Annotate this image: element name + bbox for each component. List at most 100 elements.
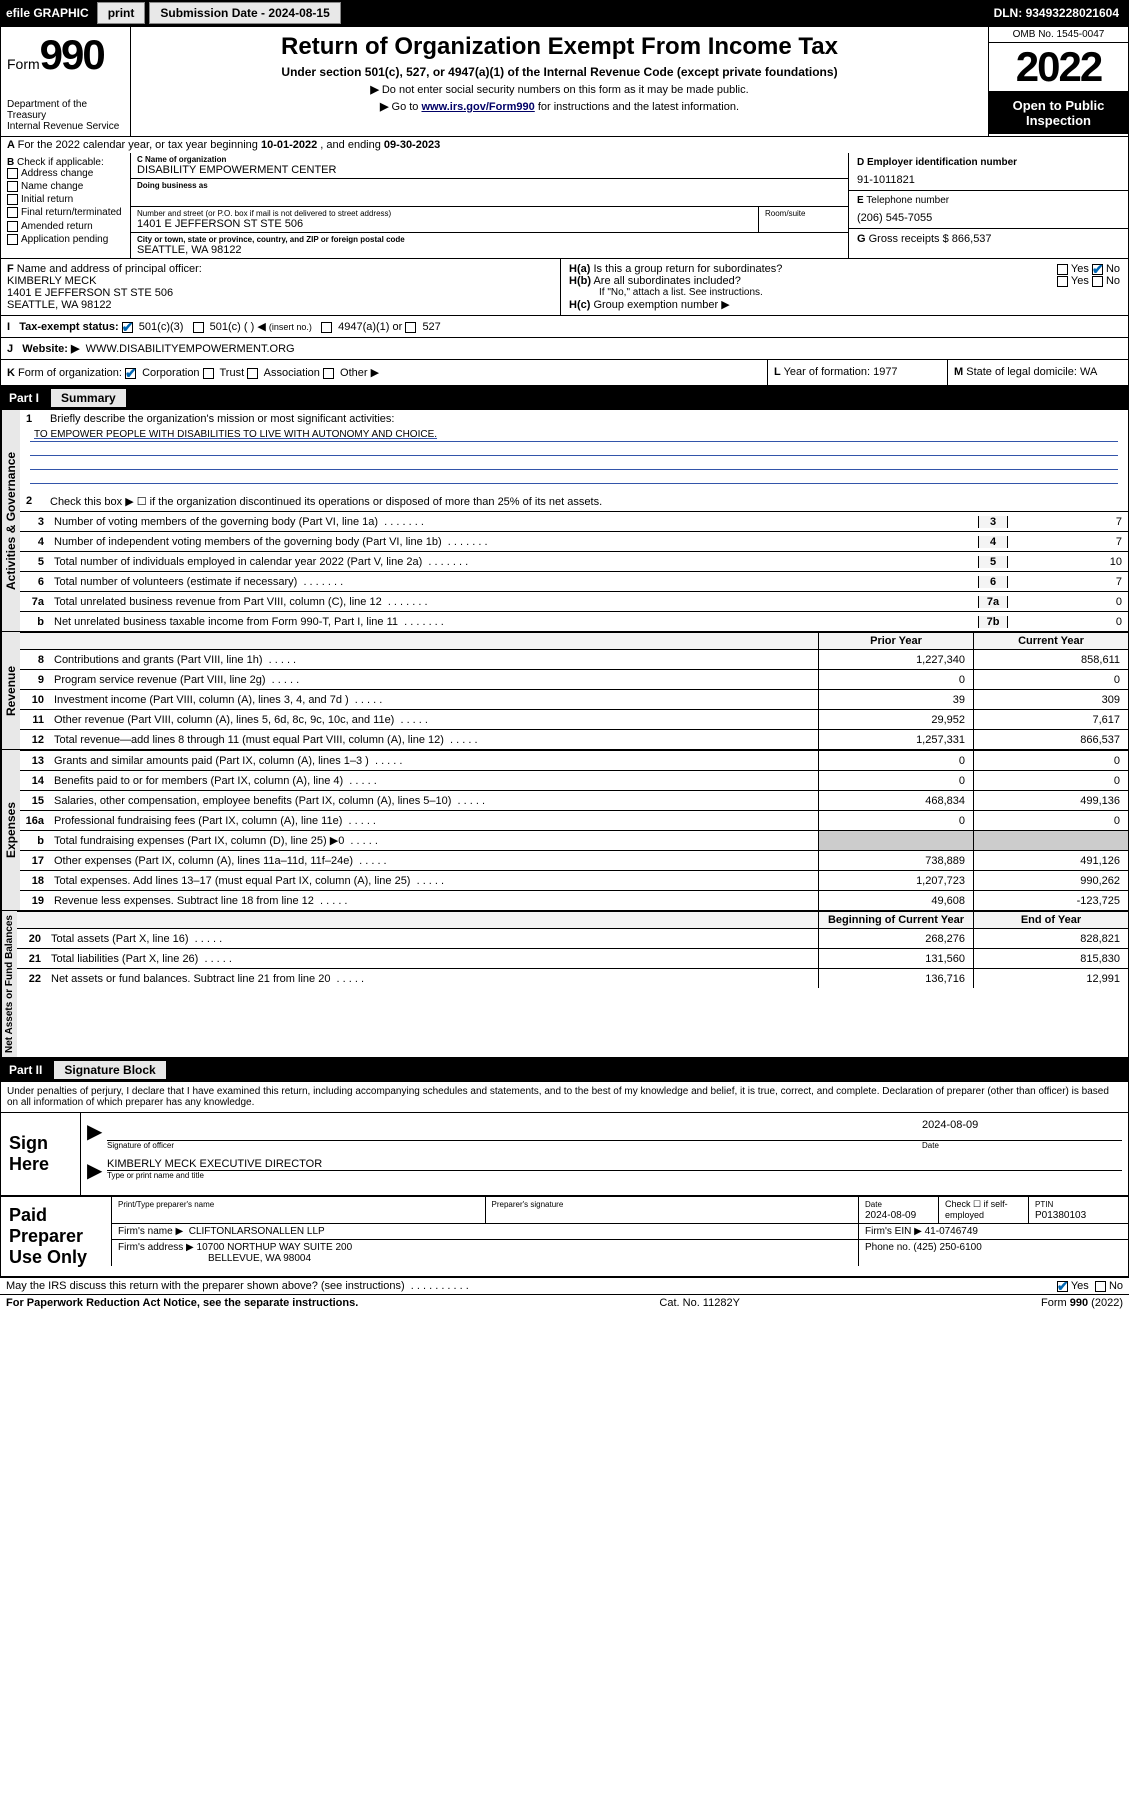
paid-preparer-label: Paid Preparer Use Only [1,1197,111,1276]
financial-line: bTotal fundraising expenses (Part IX, co… [20,830,1128,850]
firm-phone: (425) 250-6100 [913,1242,981,1253]
subdate-label: Submission Date - [160,6,268,20]
website-url: WWW.DISABILITYEMPOWERMENT.ORG [86,343,295,355]
check-trust[interactable] [203,368,214,379]
org-name: DISABILITY EMPOWERMENT CENTER [137,164,842,176]
check-other[interactable] [323,368,334,379]
ein: 91-1011821 [857,174,1120,186]
form-version: Form 990 (2022) [1041,1297,1123,1309]
hb-yes[interactable] [1057,276,1068,287]
check-name-change[interactable] [7,181,18,192]
financial-line: 11Other revenue (Part VIII, column (A), … [20,709,1128,729]
financial-line: 19Revenue less expenses. Subtract line 1… [20,890,1128,910]
vert-revenue: Revenue [1,632,20,749]
check-amended[interactable] [7,221,18,232]
officer-name: KIMBERLY MECK [7,275,96,287]
summary-line: 5Total number of individuals employed in… [20,551,1128,571]
year-formation: 1977 [873,366,897,378]
financial-line: 22Net assets or fund balances. Subtract … [17,968,1128,988]
officer-addr1: 1401 E JEFFERSON ST STE 506 [7,287,173,299]
discuss-row: May the IRS discuss this return with the… [0,1277,1129,1294]
vert-governance: Activities & Governance [1,410,20,631]
check-assoc[interactable] [247,368,258,379]
part2-header: Part II Signature Block [0,1058,1129,1082]
gross-receipts: 866,537 [952,233,992,245]
hb-no[interactable] [1092,276,1103,287]
discuss-yes[interactable] [1057,1281,1068,1292]
sign-here-label: Sign Here [1,1113,81,1195]
check-527[interactable] [405,322,416,333]
firm-name: CLIFTONLARSONALLEN LLP [189,1226,325,1237]
paperwork-notice: For Paperwork Reduction Act Notice, see … [6,1297,358,1309]
check-corp[interactable] [125,368,136,379]
summary-line: 7aTotal unrelated business revenue from … [20,591,1128,611]
check-4947[interactable] [321,322,332,333]
financial-line: 17Other expenses (Part IX, column (A), l… [20,850,1128,870]
sig-date: 2024-08-09 [922,1119,1122,1140]
discuss-no[interactable] [1095,1281,1106,1292]
summary-line: bNet unrelated business taxable income f… [20,611,1128,631]
financial-line: 9Program service revenue (Part VIII, lin… [20,669,1128,689]
financial-line: 13Grants and similar amounts paid (Part … [20,750,1128,770]
financial-line: 15Salaries, other compensation, employee… [20,790,1128,810]
irs-link[interactable]: www.irs.gov/Form990 [421,101,534,113]
firm-ein: 41-0746749 [925,1226,978,1237]
perjury-statement: Under penalties of perjury, I declare th… [1,1082,1128,1113]
check-app-pending[interactable] [7,234,18,245]
tax-exempt-status: I Tax-exempt status: 501(c)(3) 501(c) ( … [0,316,1129,338]
check-501c3[interactable] [122,322,133,333]
officer-addr2: SEATTLE, WA 98122 [7,299,112,311]
financial-line: 8Contributions and grants (Part VIII, li… [20,649,1128,669]
check-initial-return[interactable] [7,194,18,205]
ha-no[interactable] [1092,264,1103,275]
irs-label: Internal Revenue Service [7,121,124,132]
box-b: B Check if applicable: Address change Na… [1,153,131,258]
financial-line: 20Total assets (Part X, line 16) . . . .… [17,928,1128,948]
form-subtitle: Under section 501(c), 527, or 4947(a)(1)… [139,65,980,79]
telephone: (206) 545-7055 [857,212,1120,224]
tax-year: 2022 [989,43,1128,92]
legal-domicile: WA [1080,366,1097,378]
summary-line: 6Total number of volunteers (estimate if… [20,571,1128,591]
financial-line: 18Total expenses. Add lines 13–17 (must … [20,870,1128,890]
street-address: 1401 E JEFFERSON ST STE 506 [137,218,752,230]
form-number: Form990 [7,31,124,79]
top-bar: efile GRAPHIC print Submission Date - 20… [0,0,1129,26]
omb-number: OMB No. 1545-0047 [989,27,1128,43]
form-header: Form990 Department of the Treasury Inter… [0,26,1129,137]
financial-line: 14Benefits paid to or for members (Part … [20,770,1128,790]
financial-line: 12Total revenue—add lines 8 through 11 (… [20,729,1128,749]
efile-label: efile GRAPHIC [2,6,93,20]
check-final-return[interactable] [7,207,18,218]
instructions-note: ▶ Go to www.irs.gov/Form990 for instruct… [139,100,980,113]
print-button[interactable]: print [97,2,146,24]
row-f-h: F Name and address of principal officer:… [0,259,1129,316]
mission-text: TO EMPOWER PEOPLE WITH DISABILITIES TO L… [30,429,1118,442]
check-address-change[interactable] [7,168,18,179]
firm-addr1: 10700 NORTHUP WAY SUITE 200 [197,1242,353,1253]
public-inspection: Open to PublicInspection [989,92,1128,134]
vert-expenses: Expenses [1,750,20,910]
subdate-value: 2024-08-15 [268,6,329,20]
vert-netassets: Net Assets or Fund Balances [1,911,17,1057]
financial-line: 16aProfessional fundraising fees (Part I… [20,810,1128,830]
financial-line: 10Investment income (Part VIII, column (… [20,689,1128,709]
firm-addr2: BELLEVUE, WA 98004 [118,1253,311,1264]
row-klm: K Form of organization: Corporation Trus… [0,360,1129,386]
city-state-zip: SEATTLE, WA 98122 [137,244,842,256]
part1-header: Part I Summary [0,386,1129,410]
department: Department of the Treasury [7,99,124,121]
website-row: J Website: ▶ WWW.DISABILITYEMPOWERMENT.O… [0,338,1129,360]
dln: DLN: 93493228021604 [994,6,1127,20]
line-a-tax-period: A For the 2022 calendar year, or tax yea… [0,137,1129,153]
ptin: P01380103 [1035,1210,1086,1221]
officer-name-title: KIMBERLY MECK EXECUTIVE DIRECTOR [107,1158,1122,1171]
summary-line: 4Number of independent voting members of… [20,531,1128,551]
ha-yes[interactable] [1057,264,1068,275]
form-title: Return of Organization Exempt From Incom… [139,33,980,61]
ssn-note: ▶ Do not enter social security numbers o… [139,83,980,96]
check-501c[interactable] [193,322,204,333]
submission-date-button[interactable]: Submission Date - 2024-08-15 [149,2,340,24]
financial-line: 21Total liabilities (Part X, line 26) . … [17,948,1128,968]
prep-date: 2024-08-09 [865,1210,916,1221]
